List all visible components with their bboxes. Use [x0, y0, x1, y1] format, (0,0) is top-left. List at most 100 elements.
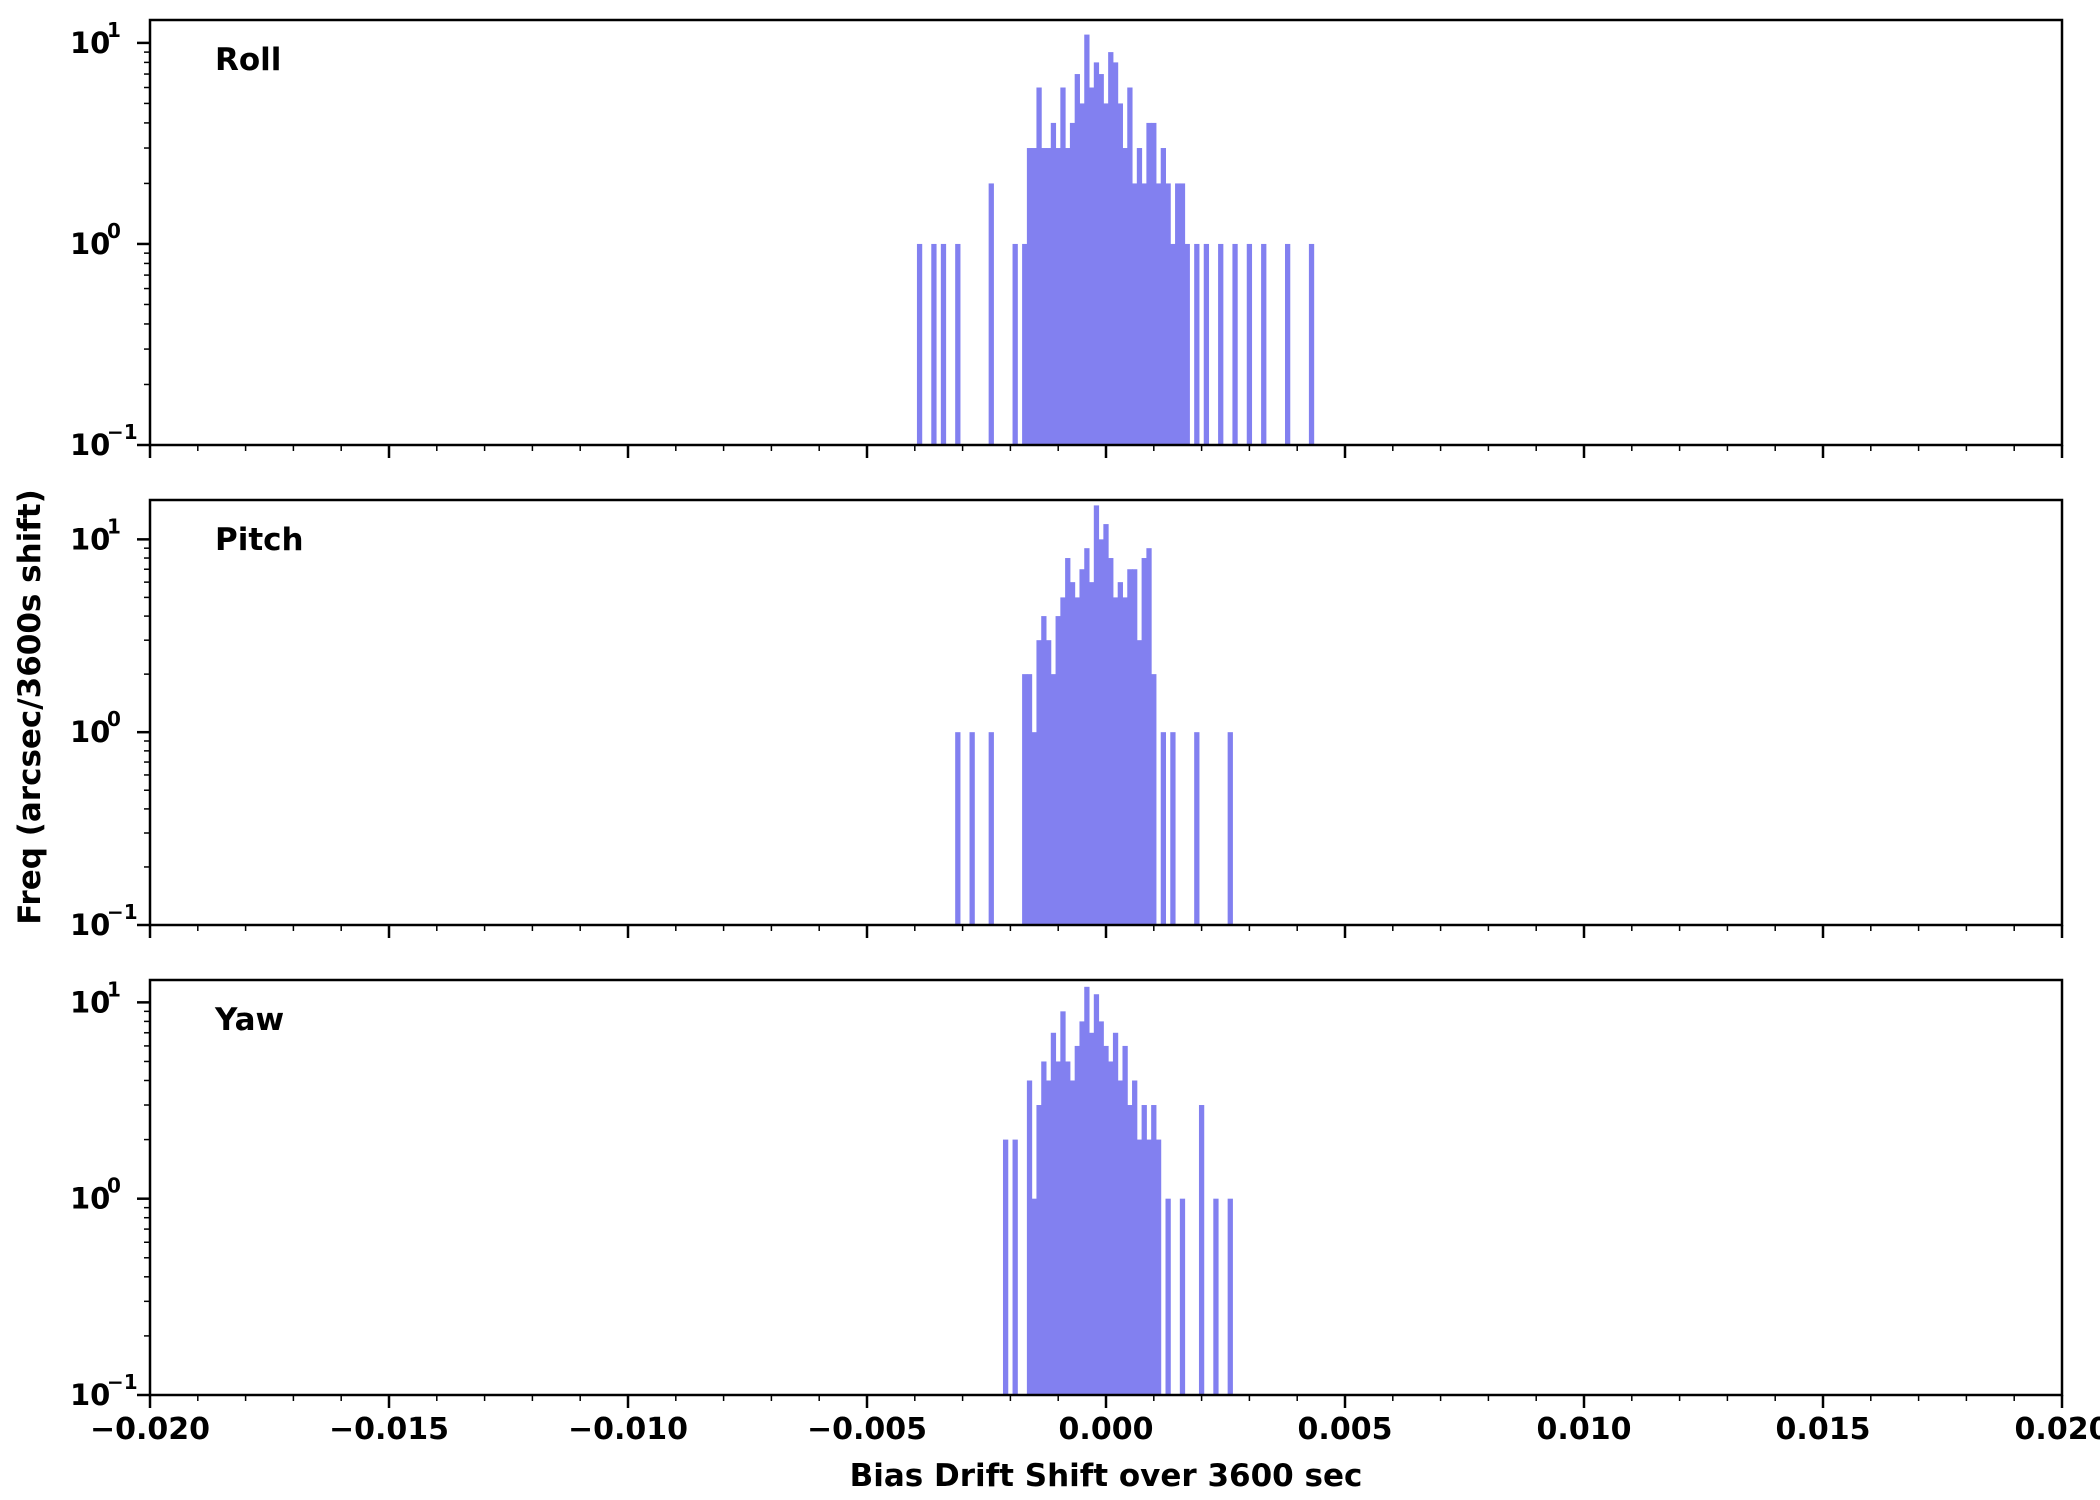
histogram-bar	[1055, 616, 1061, 925]
x-tick-label: 0.015	[1776, 1412, 1871, 1447]
histogram-bar	[1151, 1105, 1157, 1395]
histogram-bar	[1227, 732, 1233, 925]
histogram-bar	[1127, 1105, 1133, 1395]
histogram-bar	[988, 183, 994, 445]
y-tick-label-exponent: 1	[107, 18, 121, 42]
histogram-bar	[1098, 1021, 1104, 1395]
x-tick-label: −0.010	[568, 1412, 688, 1447]
histogram-bar	[1108, 558, 1114, 925]
histogram-bar	[1041, 1061, 1047, 1395]
histogram-bar	[1194, 732, 1200, 925]
histogram-bar	[1079, 103, 1085, 446]
histogram-bar	[1069, 582, 1076, 925]
histogram-bar	[988, 732, 994, 925]
histogram-bar	[1146, 548, 1152, 925]
histogram-bar	[1012, 1139, 1018, 1395]
histogram-bar	[1036, 87, 1042, 445]
histogram-bar	[1165, 1198, 1171, 1395]
histogram-bar	[1055, 148, 1061, 445]
x-tick-label: 0.020	[2015, 1412, 2100, 1447]
histogram-bar	[1089, 87, 1095, 445]
histogram-bar	[1136, 148, 1143, 445]
y-tick-label-base: 10	[70, 227, 110, 261]
x-tick-label: 0.000	[1059, 1412, 1154, 1447]
histogram-bar	[1093, 62, 1100, 445]
histogram-bar	[1165, 183, 1171, 445]
x-axis-label: Bias Drift Shift over 3600 sec	[850, 1458, 1363, 1494]
histogram-bar	[1132, 1080, 1138, 1395]
histogram-bar	[1127, 569, 1133, 925]
y-tick-label-base: 10	[70, 1378, 110, 1412]
histogram-bar	[1136, 640, 1143, 925]
histogram-bar	[1112, 62, 1119, 445]
histogram-bar	[1179, 183, 1186, 445]
histogram-bar	[1170, 732, 1176, 925]
histogram-bar	[1184, 243, 1190, 445]
histogram-bar	[1060, 87, 1066, 445]
histogram-bar	[1155, 1139, 1162, 1395]
y-tick-label-base: 10	[70, 26, 110, 60]
histogram-bar	[1069, 122, 1076, 445]
y-tick-label-base: 10	[70, 1182, 110, 1216]
histogram-bar	[931, 243, 937, 445]
histogram-bar	[1194, 243, 1200, 445]
histogram-bar	[1103, 103, 1109, 446]
x-tick-label: 0.005	[1298, 1412, 1393, 1447]
histogram-bar	[1103, 524, 1109, 925]
histogram-bar	[1108, 1061, 1114, 1395]
histogram-bar	[1122, 148, 1128, 445]
histogram-bar	[1046, 640, 1052, 925]
histogram-bar	[1170, 243, 1176, 445]
histogram-bar	[1160, 732, 1166, 925]
histogram-bar	[1112, 1032, 1119, 1395]
histogram-bar	[1117, 582, 1123, 925]
histogram-bar	[1060, 1011, 1066, 1395]
histogram-bar	[940, 243, 947, 445]
histogram-bar	[1026, 148, 1033, 445]
histogram-bar	[1031, 732, 1037, 925]
y-tick-label-base: 10	[70, 985, 110, 1019]
histogram-bar	[1122, 597, 1128, 925]
y-tick-label-exponent: 1	[107, 977, 121, 1001]
histogram-bar	[1026, 674, 1033, 925]
histogram-bar	[1203, 243, 1210, 445]
histogram-bar	[1175, 183, 1181, 445]
histogram-bar	[1069, 1080, 1076, 1395]
histogram-bar	[1065, 148, 1071, 445]
y-tick-label-base: 10	[70, 908, 110, 942]
histogram-bar	[1198, 1105, 1205, 1395]
histogram-bar	[1246, 243, 1253, 445]
histogram-bar	[1074, 74, 1080, 446]
y-tick-label-base: 10	[70, 715, 110, 749]
histogram-bar	[955, 243, 961, 445]
histogram-bar	[1046, 1080, 1052, 1395]
histogram-bar	[1060, 597, 1066, 925]
histogram-bar	[1098, 74, 1104, 446]
histogram-bar	[1132, 183, 1138, 445]
histogram-bar	[1218, 243, 1224, 445]
histogram-bar	[955, 732, 961, 925]
x-tick-label: 0.010	[1537, 1412, 1632, 1447]
y-tick-label-exponent: 1	[107, 514, 121, 538]
histogram-bar	[1084, 548, 1090, 925]
histogram-bar	[1136, 1139, 1143, 1395]
histogram-bar	[1012, 243, 1018, 445]
subplot-label-roll: Roll	[215, 42, 281, 78]
subplot-label-pitch: Pitch	[215, 522, 304, 558]
x-tick-label: −0.005	[807, 1412, 927, 1447]
histogram-bar	[1146, 122, 1152, 445]
histogram-bar	[1127, 87, 1133, 445]
y-tick-label-exponent: −1	[107, 420, 138, 444]
y-tick-label-exponent: −1	[107, 900, 138, 924]
y-tick-label-exponent: 0	[107, 1174, 121, 1198]
histogram-bar	[1089, 582, 1095, 925]
histogram-bar	[1227, 1198, 1233, 1395]
histogram-bar	[1117, 103, 1123, 446]
x-tick-label: −0.015	[329, 1412, 449, 1447]
y-tick-label-exponent: 0	[107, 707, 121, 731]
